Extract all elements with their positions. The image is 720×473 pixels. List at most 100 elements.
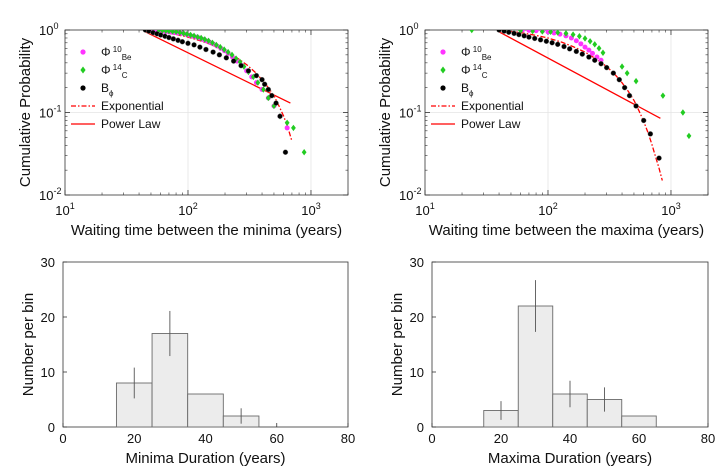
y-tick-label: 100: [399, 21, 418, 38]
y-tick-label: 10-1: [399, 104, 421, 121]
series-line-power-law: [498, 31, 661, 119]
chart-panel-bottom-left: 0 20 40 60 80 0 10 20 30 Minima Duration (years) N…: [20, 255, 355, 467]
legend-marker: [440, 49, 446, 55]
x-axis-label: Maxima Duration (years): [488, 450, 652, 467]
legend-label: Power Law: [101, 117, 161, 131]
chart-panel-bottom-right: 0 20 40 60 80 0 10 20 30 Maxima Duration (years) N…: [389, 255, 715, 467]
data-point: [284, 125, 290, 131]
data-point: [181, 30, 186, 37]
chart-panel-top-left: 101 102 103 10-2 10-1 100 Waiting time between…: [17, 21, 349, 239]
x-tick-label: 20: [494, 431, 508, 446]
data-point: [188, 31, 193, 39]
data-point: [532, 35, 538, 42]
plot-area: [142, 30, 307, 156]
data-point: [173, 30, 179, 36]
y-axis-label: Number per bin: [389, 293, 406, 396]
data-point: [530, 30, 536, 35]
data-point: [533, 30, 539, 34]
data-point: [582, 35, 588, 42]
data-point: [273, 100, 279, 106]
data-point: [255, 79, 261, 86]
y-tick-label: 0: [48, 420, 55, 435]
data-point: [238, 62, 244, 69]
data-point: [206, 37, 211, 44]
x-tick-label: 20: [127, 431, 141, 446]
x-axis-label: Waiting time between the minima (years): [71, 222, 342, 239]
legend-label: Φ 10Be: [461, 45, 492, 62]
data-point: [191, 42, 197, 48]
data-point: [284, 119, 290, 127]
data-point: [216, 52, 223, 58]
data-point: [600, 49, 606, 56]
data-point: [210, 39, 215, 46]
x-tick-label: 80: [341, 431, 355, 446]
y-tick-label: 0: [417, 420, 424, 435]
data-point: [592, 41, 598, 48]
data-point: [526, 34, 532, 40]
data-point: [555, 41, 561, 48]
data-point: [570, 31, 576, 38]
data-point: [213, 41, 219, 49]
data-point: [586, 47, 592, 53]
y-axis-label: Cumulative Probability: [377, 37, 394, 187]
data-point: [573, 48, 580, 55]
series-line-power-law: [145, 31, 291, 104]
data-point: [185, 40, 191, 46]
data-point: [166, 30, 172, 35]
data-point: [195, 33, 201, 41]
data-point: [184, 30, 190, 38]
y-tick-label: 30: [410, 255, 424, 270]
data-point: [576, 33, 582, 40]
data-point: [237, 58, 243, 66]
x-tick-label: 102: [178, 201, 197, 218]
data-point: [548, 30, 553, 36]
y-tick-label: 10-1: [39, 104, 61, 121]
data-point: [582, 44, 588, 50]
y-tick-label: 10-2: [399, 186, 421, 203]
data-point: [511, 30, 517, 37]
data-point: [203, 46, 209, 53]
x-tick-label: 60: [270, 431, 284, 446]
data-point: [640, 117, 647, 124]
x-tick-label: 103: [301, 201, 320, 218]
data-point: [516, 31, 522, 38]
data-point: [210, 49, 216, 55]
data-point: [647, 131, 654, 137]
legend-label: Power Law: [461, 117, 521, 131]
data-point: [563, 30, 569, 37]
data-point: [253, 72, 260, 79]
data-point: [277, 113, 283, 119]
data-point: [578, 41, 584, 47]
data-point: [561, 43, 567, 50]
data-point: [549, 40, 555, 46]
data-point: [197, 44, 203, 50]
data-point: [686, 132, 692, 140]
data-point: [177, 30, 183, 36]
legend-marker: [80, 66, 86, 74]
data-point: [265, 86, 272, 93]
data-point: [521, 33, 527, 39]
data-point: [241, 63, 247, 70]
data-point: [230, 58, 237, 64]
data-point: [233, 55, 239, 62]
data-point: [260, 86, 266, 93]
data-point: [603, 64, 610, 71]
legend-label: Bϕ: [461, 81, 474, 98]
data-point: [518, 30, 524, 34]
data-point: [656, 155, 662, 161]
data-point: [179, 39, 186, 45]
legend-marker: [440, 85, 446, 91]
data-point: [624, 69, 630, 77]
x-axis-label: Minima Duration (years): [125, 450, 285, 467]
x-tick-label: 40: [198, 431, 212, 446]
data-point: [198, 34, 204, 42]
data-point: [539, 30, 545, 35]
data-point: [633, 77, 639, 85]
x-tick-label: 101: [55, 201, 74, 218]
data-point: [170, 36, 177, 42]
data-point: [469, 30, 475, 34]
x-axis-label: Waiting time between the maxima (years): [429, 222, 704, 239]
data-point: [250, 73, 256, 81]
data-point: [221, 46, 227, 53]
